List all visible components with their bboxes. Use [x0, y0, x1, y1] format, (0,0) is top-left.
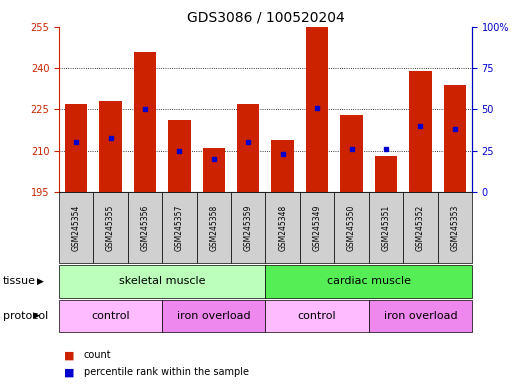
Bar	[265, 265, 472, 298]
Text: iron overload: iron overload	[384, 311, 457, 321]
Bar	[162, 300, 265, 332]
Text: ■: ■	[64, 367, 74, 377]
Bar	[265, 300, 369, 332]
Bar	[168, 121, 191, 192]
Bar	[369, 192, 403, 263]
Bar	[444, 84, 466, 192]
Text: GSM245348: GSM245348	[278, 204, 287, 251]
Text: GSM245353: GSM245353	[450, 204, 459, 251]
Text: count: count	[84, 350, 111, 360]
Text: cardiac muscle: cardiac muscle	[327, 276, 411, 286]
Bar	[128, 192, 162, 263]
Text: GSM245358: GSM245358	[209, 204, 219, 251]
Text: ▶: ▶	[33, 311, 40, 320]
Bar	[93, 192, 128, 263]
Bar	[403, 192, 438, 263]
Text: GSM245355: GSM245355	[106, 204, 115, 251]
Bar	[59, 265, 266, 298]
Text: GSM245356: GSM245356	[141, 204, 149, 251]
Bar	[237, 104, 260, 192]
Text: percentile rank within the sample: percentile rank within the sample	[84, 367, 249, 377]
Bar	[409, 71, 431, 192]
Bar	[300, 192, 334, 263]
Bar	[59, 300, 162, 332]
Text: ■: ■	[64, 350, 74, 360]
Text: GSM245359: GSM245359	[244, 204, 253, 251]
Bar	[271, 140, 294, 192]
Bar	[231, 192, 266, 263]
Bar	[369, 300, 472, 332]
Text: GSM245357: GSM245357	[175, 204, 184, 251]
Bar	[374, 156, 397, 192]
Bar	[162, 192, 196, 263]
Text: tissue: tissue	[3, 276, 35, 286]
Bar	[306, 27, 328, 192]
Text: control: control	[298, 311, 337, 321]
Text: protocol: protocol	[3, 311, 48, 321]
Bar	[334, 192, 369, 263]
Text: GSM245352: GSM245352	[416, 204, 425, 251]
Text: GSM245354: GSM245354	[72, 204, 81, 251]
Text: control: control	[91, 311, 130, 321]
Bar	[438, 192, 472, 263]
Title: GDS3086 / 100520204: GDS3086 / 100520204	[187, 10, 344, 24]
Bar	[100, 101, 122, 192]
Bar	[196, 192, 231, 263]
Text: iron overload: iron overload	[177, 311, 251, 321]
Text: skeletal muscle: skeletal muscle	[119, 276, 206, 286]
Text: GSM245350: GSM245350	[347, 204, 356, 251]
Bar	[65, 104, 87, 192]
Bar	[134, 51, 156, 192]
Text: ▶: ▶	[37, 277, 44, 286]
Text: GSM245349: GSM245349	[312, 204, 322, 251]
Bar	[265, 192, 300, 263]
Bar	[203, 148, 225, 192]
Text: GSM245351: GSM245351	[382, 204, 390, 251]
Bar	[340, 115, 363, 192]
Bar	[59, 192, 93, 263]
